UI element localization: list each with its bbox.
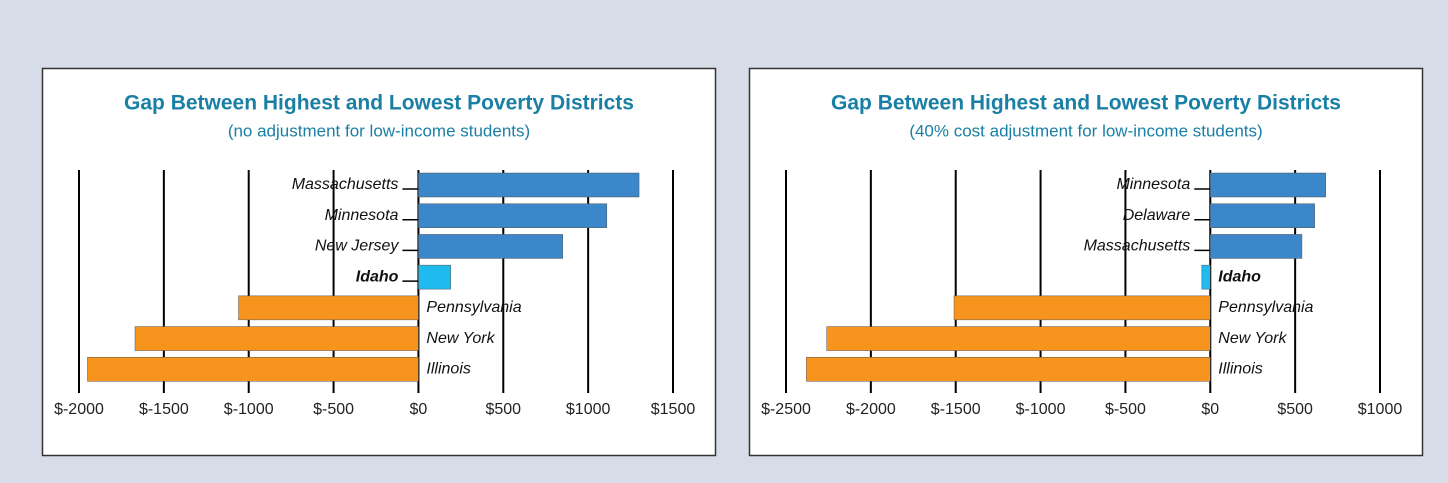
x-tick-label: $-1500 [139, 401, 189, 418]
x-tick-label: $0 [1201, 401, 1219, 418]
chart-subtitle: (no adjustment for low-income students) [228, 121, 530, 140]
x-tick-label: $1000 [566, 401, 611, 418]
category-label: New York [426, 330, 495, 347]
x-tick-label: $-500 [1105, 401, 1146, 418]
x-tick-label: $1500 [651, 401, 696, 418]
bar [953, 295, 1211, 321]
bar [134, 326, 419, 351]
category-label: Massachusetts [1084, 238, 1191, 255]
category-label: Idaho [356, 268, 399, 285]
category-label: New York [1218, 330, 1287, 347]
category-label: Illinois [1218, 361, 1262, 378]
x-tick-label: $-1500 [931, 401, 981, 418]
category-label: Illinois [426, 361, 470, 378]
x-tick-label: $1000 [1358, 401, 1403, 418]
x-tick-label: $-1000 [1016, 401, 1066, 418]
bar [806, 357, 1211, 382]
bar [418, 203, 608, 228]
x-tick-label: $-2000 [54, 401, 104, 418]
category-label: New Jersey [315, 238, 400, 255]
x-tick-label: $-2000 [846, 401, 896, 418]
category-label: Idaho [1218, 268, 1261, 285]
x-tick-label: $500 [485, 401, 521, 418]
bar [826, 326, 1211, 351]
x-tick-label: $0 [410, 401, 428, 418]
category-label: Pennsylvania [1218, 299, 1313, 316]
category-label: Minnesota [325, 207, 399, 224]
bar [1201, 264, 1211, 290]
panel [748, 67, 1424, 457]
bar [418, 172, 640, 198]
category-label: Delaware [1123, 207, 1191, 224]
chart-title: Gap Between Highest and Lowest Poverty D… [831, 92, 1341, 115]
x-tick-label: $-500 [313, 401, 354, 418]
chart-title: Gap Between Highest and Lowest Poverty D… [124, 92, 634, 115]
x-tick-label: $-2500 [761, 401, 811, 418]
chart-subtitle: (40% cost adjustment for low-income stud… [909, 121, 1262, 140]
bar [87, 357, 419, 382]
x-tick-label: $500 [1277, 401, 1313, 418]
bar [1210, 203, 1315, 228]
category-label: Minnesota [1116, 176, 1190, 193]
bar [418, 264, 451, 290]
category-label: Massachusetts [292, 176, 399, 193]
category-label: Pennsylvania [426, 299, 521, 316]
bar [1210, 172, 1326, 198]
x-tick-label: $-1000 [224, 401, 274, 418]
bar [418, 234, 563, 259]
panel [41, 67, 717, 457]
bar [238, 295, 419, 321]
bar [1210, 234, 1303, 259]
